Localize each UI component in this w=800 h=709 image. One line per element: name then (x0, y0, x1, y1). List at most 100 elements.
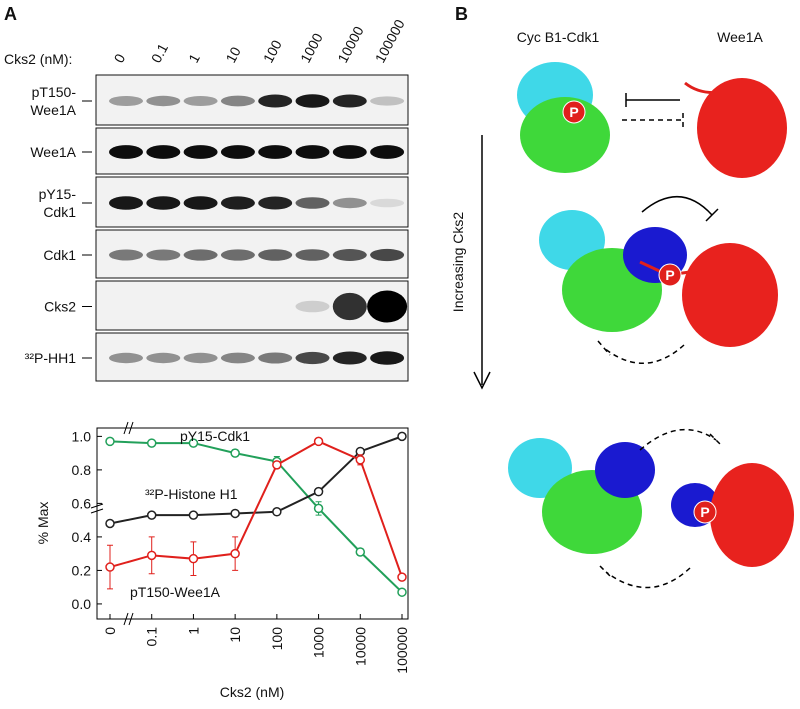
band (295, 300, 330, 313)
band (258, 196, 293, 210)
band (220, 95, 255, 107)
band (146, 249, 181, 261)
row-label: Cdk1 (43, 204, 76, 220)
row-label: Wee1A (30, 102, 76, 118)
phospho-label: P (665, 267, 674, 283)
cks2 (595, 442, 655, 498)
point (272, 460, 282, 470)
chart: 0.0 0.2 0.4 0.6 0.8 1.0 0 0.1 1 10 100 1000 10000 100… (35, 421, 410, 700)
band (220, 249, 255, 261)
phospho-label: P (700, 504, 709, 520)
point (188, 553, 199, 564)
y-tick-label: 1.0 (72, 428, 92, 444)
band (109, 249, 143, 261)
band (295, 145, 330, 159)
band (146, 352, 181, 364)
band (109, 352, 143, 364)
band (332, 351, 367, 365)
band (146, 196, 181, 210)
panel-label: B (455, 4, 468, 24)
panel-label: A (4, 4, 17, 24)
band (258, 249, 293, 261)
blot: 0 0.1 1 10 100 1000 10000 100000 pT150- Wee1A Wee1… (25, 16, 409, 382)
band (367, 290, 408, 323)
point (313, 486, 324, 497)
phospho (562, 100, 586, 124)
point (397, 431, 407, 442)
diagram: Cyc B1-Cdk1 Wee1A P Increasing Cks2 P P (450, 29, 794, 589)
series-label: pY15-Cdk1 (180, 428, 250, 444)
point (230, 508, 240, 519)
series-label: ³²P-Histone H1 (145, 486, 238, 502)
series-line (109, 440, 403, 578)
point (188, 438, 199, 448)
axis-break (123, 612, 134, 626)
lane-label: 10 (222, 44, 244, 65)
point (313, 503, 324, 514)
point (105, 562, 115, 572)
phospho-label: P (569, 104, 578, 120)
point (355, 547, 366, 557)
band (220, 196, 255, 210)
y-axis-label: % Max (35, 502, 51, 545)
row-label: Cks2 (44, 299, 76, 315)
wee1a (682, 243, 778, 347)
band (370, 198, 405, 208)
series-line (109, 435, 403, 525)
lane-label: 1000 (297, 30, 326, 65)
band (295, 249, 330, 261)
inhibition (622, 113, 684, 127)
phospho (693, 500, 717, 524)
band (258, 94, 293, 108)
band (332, 197, 367, 209)
band (332, 145, 367, 159)
cdk1 (520, 97, 610, 173)
lane-label: 1 (185, 51, 203, 66)
lane-label: 0 (111, 51, 129, 66)
x-axis-label: Cks2 (nM) (220, 684, 285, 700)
arrow-label: Increasing Cks2 (450, 212, 466, 313)
inhibition (639, 428, 723, 451)
band (220, 352, 255, 364)
band (109, 196, 143, 210)
lane-label: 100000 (372, 16, 408, 65)
plot-frame (96, 427, 409, 620)
y-tick-label: 0.2 (72, 562, 92, 578)
wee1a (697, 78, 787, 178)
band (109, 145, 143, 159)
x-tick-label: 0 (102, 627, 118, 635)
band (332, 94, 367, 108)
band (183, 196, 218, 210)
band (370, 351, 405, 365)
x-tick-label: 1 (185, 627, 201, 635)
arrow (473, 135, 491, 390)
point (105, 518, 115, 529)
y-tick-label: 0.6 (72, 495, 92, 511)
row-label: pY15- (39, 186, 77, 202)
lane-label: 10000 (334, 23, 367, 65)
x-tick-label: 100000 (394, 627, 410, 674)
x-tick-label: 100 (269, 627, 285, 651)
lane-label: 100 (260, 37, 285, 65)
point (146, 550, 157, 561)
band (295, 94, 330, 108)
band (370, 145, 405, 159)
point (230, 448, 240, 458)
axis-break (123, 421, 134, 435)
x-tick-label: 0.1 (144, 627, 160, 647)
lane-label: 0.1 (148, 41, 171, 66)
inhibition (597, 340, 685, 364)
row-label: Wee1A (30, 144, 76, 160)
band (295, 197, 330, 209)
band (146, 95, 181, 107)
y-tick-label: 0.8 (72, 462, 92, 478)
band (370, 96, 405, 106)
band (183, 249, 218, 261)
point (146, 510, 157, 520)
point (397, 572, 407, 582)
band (258, 145, 293, 159)
point (355, 455, 366, 465)
inhibition (625, 93, 680, 107)
axis-break (90, 503, 104, 514)
